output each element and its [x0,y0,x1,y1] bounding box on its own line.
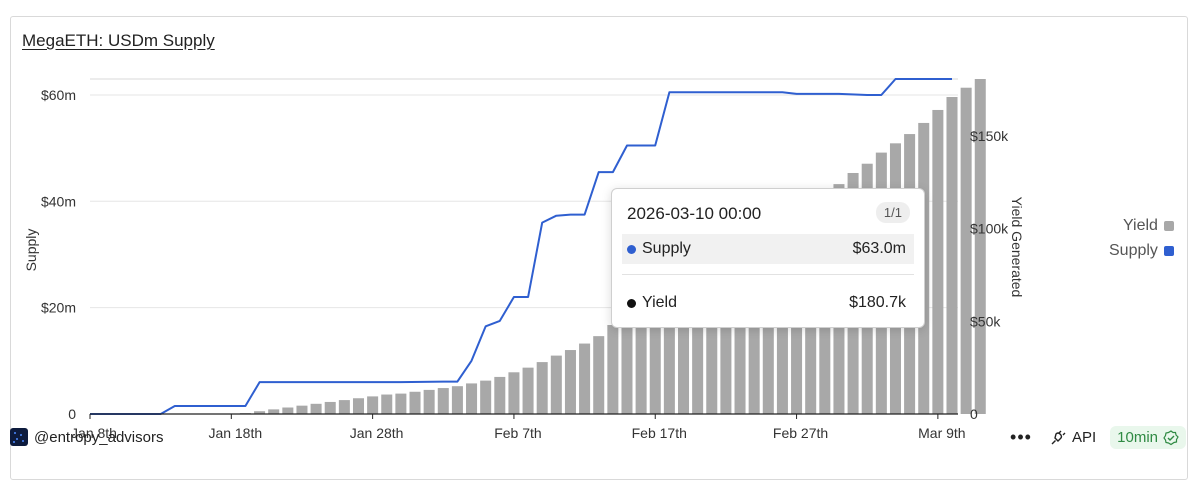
yield-bar [310,403,322,414]
tooltip-label-supply: Supply [642,240,691,257]
check-badge-icon [1163,429,1179,445]
yield-bar [268,409,280,414]
yield-bar [508,372,520,414]
yield-bar [494,376,506,414]
x-tick-label: Jan 18th [208,425,262,441]
x-tick-label: Mar 9th [918,425,965,441]
footer-actions: ••• API 10min [1010,426,1186,449]
yield-bar [593,336,605,414]
y-axis-right-title: Yield Generated [1009,197,1025,298]
tooltip-dot-yield [627,298,636,308]
yield-bar [338,400,350,414]
yield-bar [706,265,718,414]
tooltip-divider [622,274,914,275]
tooltip-date: 2026-03-10 00:00 [627,204,762,223]
tooltip-row-supply: Supply $63.0m [622,234,914,264]
x-tick-label: Feb 7th [494,425,541,441]
api-label: API [1071,429,1097,446]
yield-bar [466,383,478,414]
y-left-tick-label: $60m [41,87,76,103]
legend-label-supply: Supply [1109,241,1158,259]
yield-bar [352,398,365,414]
legend-item-yield[interactable]: Yield [1109,213,1174,238]
yield-bar [635,310,647,414]
tooltip-value-yield: $180.7k [849,294,906,311]
x-tick-label: Jan 8th [71,425,117,441]
ellipsis-icon[interactable]: ••• [1010,427,1032,447]
yield-bar [381,394,393,414]
yield-bar [451,386,463,414]
y-left-tick-label: $20m [41,300,76,316]
legend: Yield Supply [1109,213,1174,263]
y-left-tick-label: $40m [41,193,76,209]
yield-bar [550,355,562,414]
yield-bar [296,405,308,414]
refresh-interval-label: 10min [1117,429,1158,446]
author-attribution[interactable]: @entropy_advisors [10,428,163,446]
yield-bar [437,388,449,414]
yield-bar [395,393,407,414]
yield-bar [254,411,266,414]
chart-tooltip: 2026-03-10 00:00 1/1 Supply $63.0m Yield… [611,188,925,328]
y-right-tick-label: 0 [970,406,978,422]
yield-bar [579,343,591,414]
yield-bar [536,362,548,414]
tooltip-dot-supply [627,244,636,254]
yield-bar [621,317,633,414]
legend-item-supply[interactable]: Supply [1109,238,1174,263]
axes: 0 $20m $40m $60m 0 $50k $100k $150k Jan 8th Jan 1… [41,87,1009,441]
y-left-tick-label: 0 [68,406,76,422]
yield-bar [367,396,379,414]
yield-bar [960,87,972,414]
yield-bar [564,350,576,414]
yield-bar [974,79,986,414]
yield-bar [692,274,704,414]
legend-swatch-supply [1163,245,1174,256]
tooltip-value-supply: $63.0m [852,240,906,257]
api-button[interactable]: API [1050,429,1096,446]
yield-bar [677,284,690,414]
yield-bar [324,401,336,414]
tooltip-label-yield: Yield [642,294,677,311]
y-right-tick-label: $100k [970,221,1009,237]
yield-bar [423,389,435,414]
yield-bar [607,325,619,414]
yield-bar [734,247,746,414]
tooltip-row-yield: Yield $180.7k [622,288,914,318]
supply-line [90,78,952,415]
x-tick-label: Feb 17th [632,425,687,441]
yield-bar [480,380,492,414]
yield-bar [522,367,534,414]
yield-bar [932,109,944,415]
author-handle: @entropy_advisors [34,428,164,446]
yield-bar [649,300,661,414]
chart-title[interactable]: MegaETH: USDm Supply [22,31,215,50]
yield-bar [663,293,675,414]
legend-label-yield: Yield [1122,216,1158,234]
yield-bar [282,407,294,414]
y-axis-left-title: Supply [23,229,39,272]
tooltip-page-indicator: 1/1 [875,202,910,223]
yield-bar [946,96,958,414]
y-right-tick-label: $150k [970,128,1009,144]
supply-line-group [90,78,952,415]
legend-swatch-yield [1163,220,1174,231]
yield-bar [720,256,732,414]
yield-bar [409,391,421,414]
author-avatar [10,428,28,446]
x-tick-label: Jan 28th [350,425,404,441]
plug-icon [1051,430,1066,444]
x-tick-label: Feb 27th [773,425,828,441]
y-right-tick-label: $50k [970,313,1001,329]
refresh-interval-badge[interactable]: 10min [1110,426,1186,449]
